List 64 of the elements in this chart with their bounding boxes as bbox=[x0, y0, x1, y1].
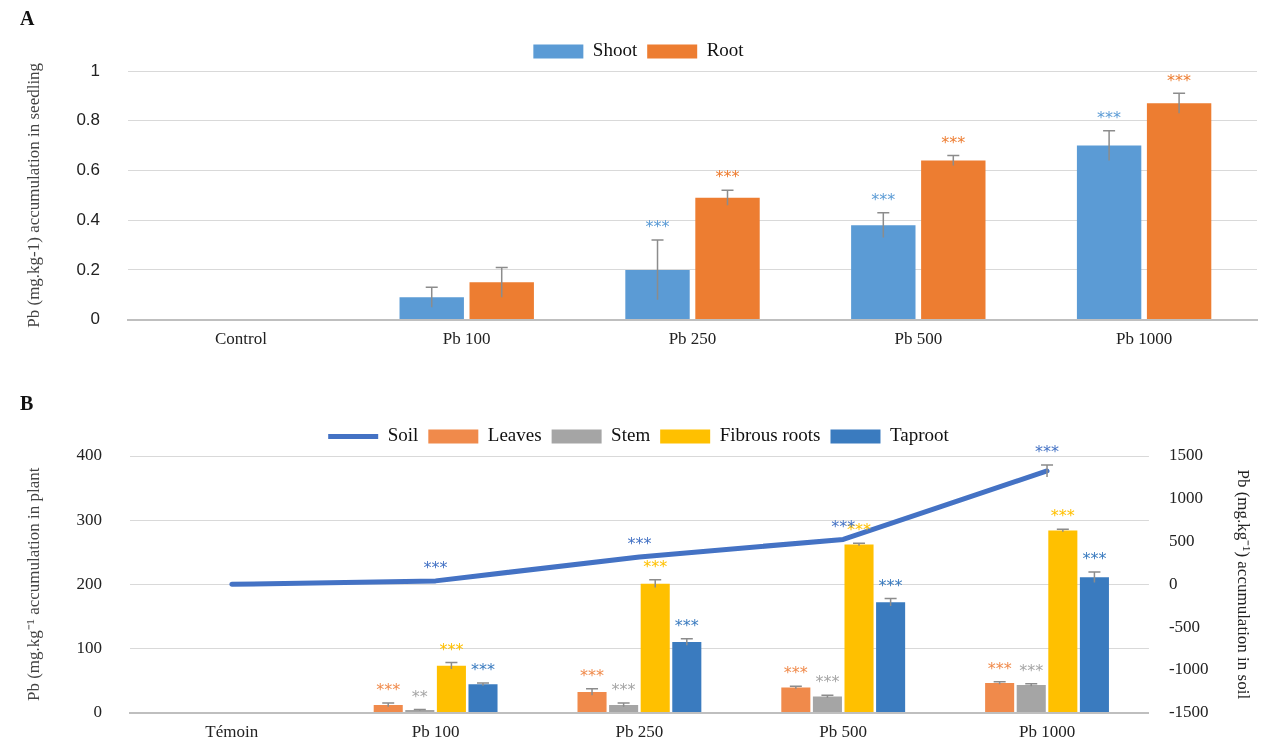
y-tick-label: 0 bbox=[93, 702, 102, 722]
legend-label: Stem bbox=[611, 424, 651, 446]
legend-label: Taproot bbox=[889, 424, 950, 446]
chart-title: A bbox=[20, 7, 35, 30]
y2-tick-label: -1000 bbox=[1168, 659, 1209, 679]
y2-axis-title: Pb (mg.kg⁻¹) accumulation in soil bbox=[1234, 469, 1254, 700]
data-label: ** bbox=[411, 686, 428, 706]
x-tick-label: Pb 1000 bbox=[1115, 329, 1173, 349]
y-tick-label: 200 bbox=[76, 573, 102, 593]
legend-label: Shoot bbox=[592, 39, 638, 61]
legend-label: Soil bbox=[387, 424, 419, 446]
x-tick-label: Pb 100 bbox=[411, 722, 460, 742]
data-label: *** bbox=[941, 132, 966, 152]
y2-tick-label: 500 bbox=[1168, 531, 1195, 550]
chart-title: B bbox=[20, 392, 34, 415]
x-tick-label: Control bbox=[214, 329, 268, 349]
legend-label: Leaves bbox=[487, 424, 542, 446]
data-label: *** bbox=[643, 556, 668, 576]
data-label: *** bbox=[715, 167, 740, 187]
legend-label: Fibrous roots bbox=[719, 424, 821, 446]
x-tick-label: Pb 250 bbox=[668, 329, 717, 349]
x-tick-label: Pb 500 bbox=[894, 329, 943, 349]
y2-tick-label: 1500 bbox=[1168, 445, 1203, 465]
y-tick-label: 0 bbox=[90, 309, 101, 329]
y-tick-label: 0.2 bbox=[76, 259, 101, 279]
data-label: *** bbox=[645, 217, 670, 237]
y2-tick-label: -1500 bbox=[1168, 702, 1209, 722]
data-label: *** bbox=[1050, 506, 1075, 526]
y-axis-title: Pb (mg.kg⁻¹ accumulation in plant bbox=[23, 467, 43, 702]
data-label: *** bbox=[423, 558, 448, 578]
y-axis-title: Pb (mg.kg-1) accumulation in seedling bbox=[23, 62, 43, 328]
data-label: *** bbox=[1167, 70, 1192, 90]
y-tick-label: 100 bbox=[76, 637, 102, 657]
y-tick-label: 400 bbox=[76, 445, 102, 465]
data-label: *** bbox=[439, 639, 464, 659]
data-label: *** bbox=[1019, 660, 1044, 680]
data-label: *** bbox=[878, 575, 903, 595]
x-tick-label: Pb 500 bbox=[819, 722, 868, 742]
data-label: *** bbox=[674, 615, 699, 635]
data-label: *** bbox=[987, 658, 1012, 678]
data-label: *** bbox=[1082, 549, 1107, 569]
x-tick-label: Pb 250 bbox=[615, 722, 664, 742]
y-tick-label: 300 bbox=[76, 509, 102, 529]
y-tick-label: 0.4 bbox=[76, 209, 101, 229]
x-tick-label: Pb 100 bbox=[442, 329, 491, 349]
data-label: *** bbox=[1035, 442, 1060, 462]
data-label: *** bbox=[627, 534, 652, 554]
data-label: *** bbox=[611, 680, 636, 700]
data-label: *** bbox=[871, 189, 896, 209]
y2-tick-label: 0 bbox=[1168, 573, 1178, 593]
y-tick-label: 0.8 bbox=[76, 110, 101, 130]
y2-tick-label: 1000 bbox=[1168, 488, 1203, 508]
data-label: *** bbox=[580, 666, 605, 686]
legend-label: Root bbox=[706, 39, 745, 61]
data-label: *** bbox=[471, 660, 495, 680]
y2-tick-label: -500 bbox=[1168, 616, 1201, 636]
y-tick-label: 1 bbox=[90, 60, 101, 80]
data-label: *** bbox=[815, 672, 840, 692]
data-label: *** bbox=[1097, 107, 1122, 127]
x-tick-label: Pb 1000 bbox=[1018, 722, 1076, 742]
data-label: *** bbox=[783, 663, 808, 683]
x-tick-label: Témoin bbox=[205, 722, 259, 742]
data-label: *** bbox=[376, 680, 401, 700]
y-tick-label: 0.6 bbox=[76, 160, 101, 180]
